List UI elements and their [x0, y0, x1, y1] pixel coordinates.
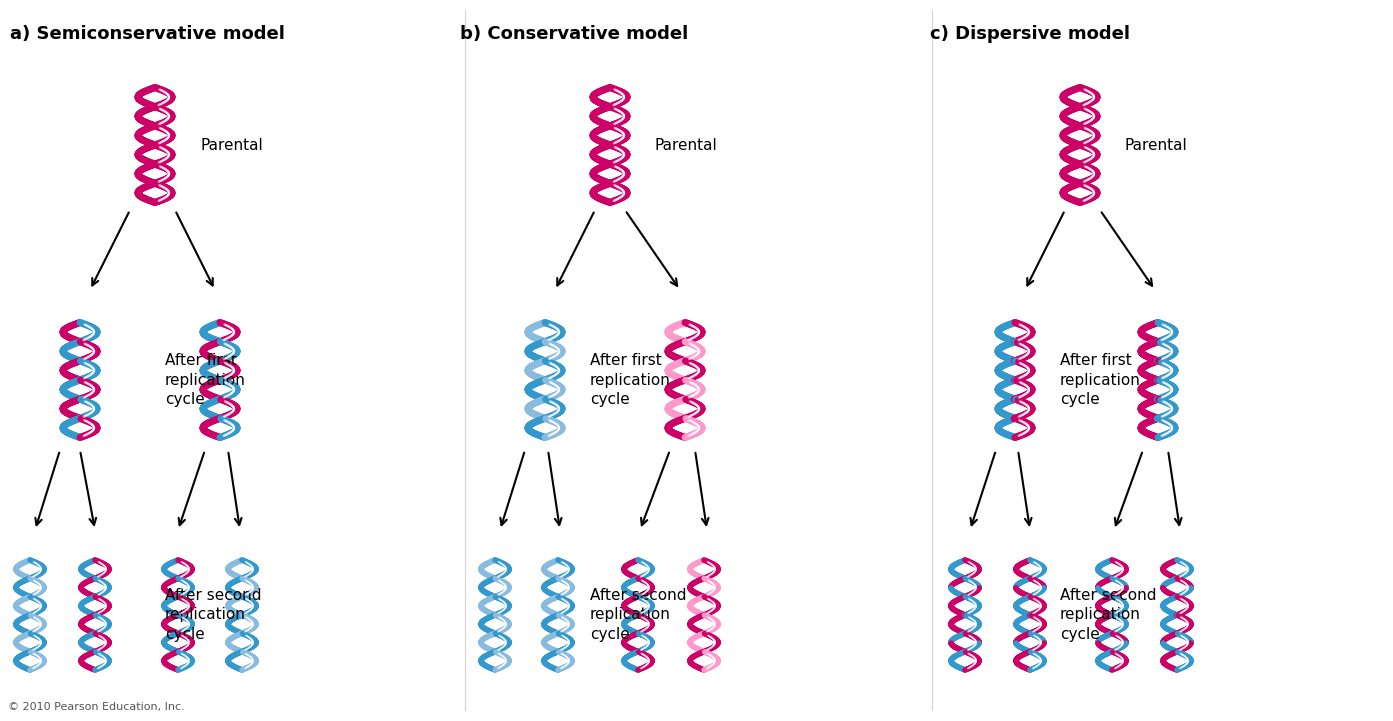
Text: After first
replication
cycle: After first replication cycle — [164, 353, 247, 407]
Text: Parental: Parental — [655, 138, 717, 153]
Text: a) Semiconservative model: a) Semiconservative model — [10, 25, 286, 43]
Text: After second
replication
cycle: After second replication cycle — [591, 588, 687, 642]
Text: After second
replication
cycle: After second replication cycle — [1060, 588, 1156, 642]
Text: Parental: Parental — [201, 138, 263, 153]
Text: After first
replication
cycle: After first replication cycle — [591, 353, 671, 407]
Text: b) Conservative model: b) Conservative model — [460, 25, 688, 43]
Text: Parental: Parental — [1126, 138, 1188, 153]
Text: After second
replication
cycle: After second replication cycle — [164, 588, 262, 642]
Text: © 2010 Pearson Education, Inc.: © 2010 Pearson Education, Inc. — [8, 702, 185, 712]
Text: c) Dispersive model: c) Dispersive model — [931, 25, 1130, 43]
Text: After first
replication
cycle: After first replication cycle — [1060, 353, 1141, 407]
